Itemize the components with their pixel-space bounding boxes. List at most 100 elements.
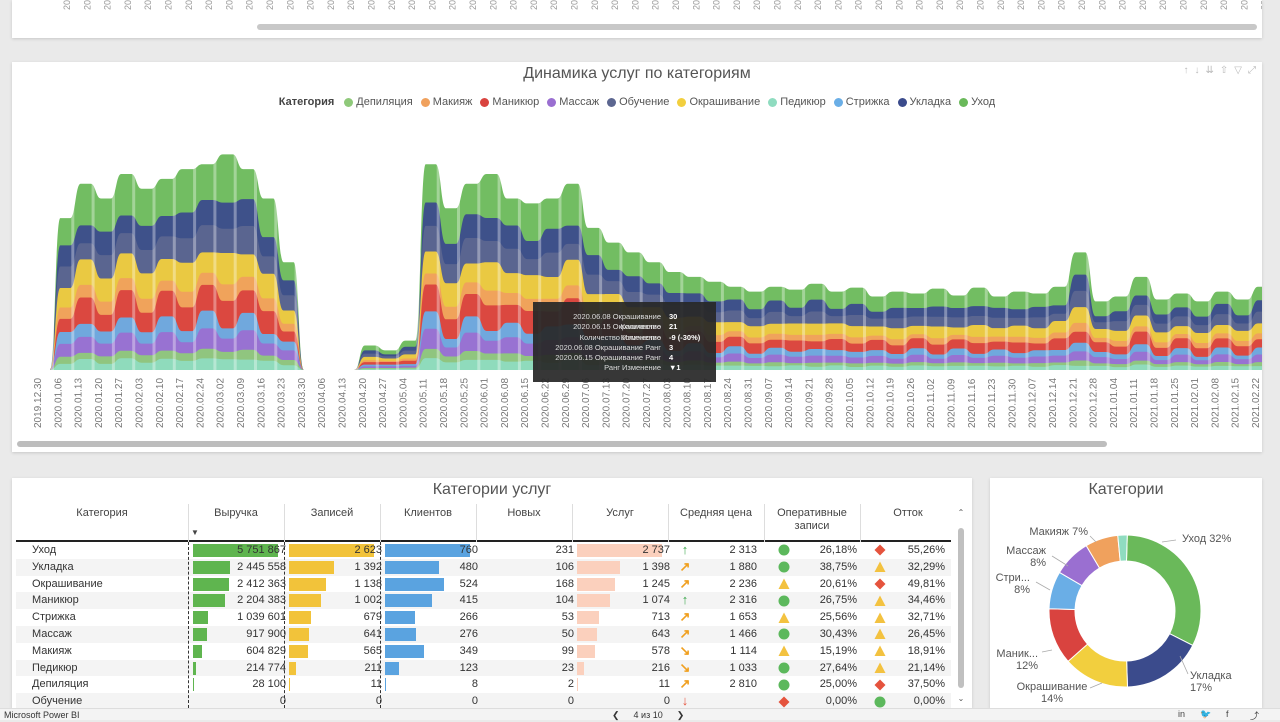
header-churn[interactable]: Отток bbox=[860, 504, 956, 540]
top-tick-label: 2020 bbox=[1036, 0, 1046, 10]
header-records[interactable]: Записей bbox=[284, 504, 380, 540]
new-clients-value: 23 bbox=[481, 660, 574, 677]
top-tick-label: 2020 bbox=[671, 0, 681, 10]
top-horizontal-scrollbar[interactable] bbox=[257, 24, 1257, 30]
x-tick-label: 2020.12.21 bbox=[1068, 378, 1079, 428]
top-tick-label: 2020 bbox=[306, 0, 316, 10]
facebook-icon[interactable]: f bbox=[1226, 709, 1229, 719]
drill-up-icon[interactable]: ↑ bbox=[1184, 65, 1189, 76]
table-vertical-scrollbar[interactable]: ⌃ ⌄ bbox=[956, 508, 966, 708]
legend-item[interactable]: Депиляция bbox=[344, 96, 412, 108]
stripe-gap bbox=[721, 122, 724, 370]
tooltip-value: -9 (-30%) bbox=[669, 333, 700, 343]
header-category[interactable]: Категория bbox=[16, 504, 188, 540]
top-tick-label: 2020 bbox=[164, 0, 174, 10]
drill-mode-icon[interactable]: ⇧ bbox=[1220, 65, 1228, 76]
services-value: 1 245 bbox=[577, 576, 670, 593]
prev-page-button[interactable]: ❮ bbox=[612, 710, 620, 721]
chart-horizontal-scrollbar[interactable] bbox=[17, 441, 1107, 447]
top-tick-label: 2020 bbox=[610, 0, 620, 10]
x-tick-label: 2020.07.13 bbox=[601, 378, 612, 428]
filter-icon[interactable]: ▽ bbox=[1234, 65, 1242, 76]
services-value: 1 398 bbox=[577, 559, 670, 576]
legend-item[interactable]: Макияж bbox=[421, 96, 473, 108]
column-divider bbox=[380, 542, 381, 708]
top-tick-label: 2020 bbox=[265, 0, 275, 10]
clients-value: 0 bbox=[385, 693, 478, 708]
header-avg-price[interactable]: Средняя цена bbox=[668, 504, 764, 540]
header-services[interactable]: Услуг bbox=[572, 504, 668, 540]
top-tick-label: 2020 bbox=[874, 0, 884, 10]
legend-item[interactable]: Стрижка bbox=[834, 96, 890, 108]
x-tick-label: 2020.05.18 bbox=[439, 378, 450, 428]
records-value: 565 bbox=[289, 643, 382, 660]
new-clients-value: 2 bbox=[481, 676, 574, 693]
scroll-down-icon[interactable]: ⌄ bbox=[956, 694, 966, 703]
header-divider bbox=[572, 504, 573, 542]
sort-desc-icon[interactable]: ▼ bbox=[188, 526, 202, 538]
linkedin-icon[interactable]: in bbox=[1178, 709, 1185, 719]
x-tick-label: 2020.01.06 bbox=[53, 378, 64, 428]
donut-label: Уход 32% bbox=[1182, 533, 1231, 545]
donut-slice-Уход[interactable] bbox=[1126, 535, 1201, 645]
legend-item[interactable]: Маникюр bbox=[480, 96, 539, 108]
header-revenue[interactable]: Выручка bbox=[188, 504, 284, 540]
legend-dot-icon bbox=[421, 98, 430, 107]
legend-item[interactable]: Укладка bbox=[898, 96, 952, 108]
stripe-gap bbox=[1107, 122, 1110, 370]
scroll-thumb[interactable] bbox=[958, 528, 964, 688]
scroll-up-icon[interactable]: ⌃ bbox=[956, 508, 966, 517]
legend-label: Макияж bbox=[433, 96, 473, 108]
header-clients[interactable]: Клиентов bbox=[380, 504, 476, 540]
legend-item[interactable]: Окрашивание bbox=[677, 96, 760, 108]
top-tick-label: 2020 bbox=[427, 0, 437, 10]
drill-down-icon[interactable]: ↓ bbox=[1195, 65, 1200, 76]
x-tick-label: 2020.05.11 bbox=[419, 378, 430, 428]
expand-all-icon[interactable]: ⇊ bbox=[1206, 65, 1214, 76]
top-tick-label: 2020 bbox=[813, 0, 823, 10]
stripe-gap bbox=[213, 122, 216, 370]
stripe-gap bbox=[1249, 122, 1252, 370]
next-page-button[interactable]: ❯ bbox=[677, 710, 685, 721]
legend-dot-icon bbox=[607, 98, 616, 107]
header-new[interactable]: Новых bbox=[476, 504, 572, 540]
category-name: Массаж bbox=[32, 626, 182, 643]
tooltip-row: Ранг Изменение▼1 bbox=[539, 363, 710, 373]
stripe-gap bbox=[1086, 122, 1089, 370]
stripe-gap bbox=[51, 122, 54, 370]
share-icon[interactable]: ⤴ bbox=[1250, 709, 1259, 722]
services-value: 2 737 bbox=[577, 542, 670, 559]
x-tick-label: 2020.09.21 bbox=[804, 378, 815, 428]
legend-item[interactable]: Уход bbox=[959, 96, 995, 108]
top-tick-label: 2020 bbox=[935, 0, 945, 10]
header-operative[interactable]: Оперативные записи bbox=[764, 504, 860, 540]
focus-mode-icon[interactable]: ⤢ bbox=[1248, 65, 1256, 76]
top-tick-label: 2020 bbox=[407, 0, 417, 10]
legend-item[interactable]: Массаж bbox=[547, 96, 599, 108]
legend-item[interactable]: Обучение bbox=[607, 96, 669, 108]
avg-price-value: 2 316 bbox=[673, 592, 757, 609]
records-value: 11 bbox=[289, 676, 382, 693]
legend-item[interactable]: Педикюр bbox=[768, 96, 826, 108]
x-tick-label: 2020.12.14 bbox=[1048, 378, 1059, 428]
revenue-value: 1 039 601 bbox=[193, 609, 286, 626]
x-tick-label: 2020.11.16 bbox=[967, 378, 978, 428]
chart-title: Динамика услуг по категориям bbox=[12, 65, 1262, 83]
donut-slice-Укладка[interactable] bbox=[1127, 634, 1193, 687]
top-tick-label: 2020 bbox=[448, 0, 458, 10]
donut-leader-line bbox=[1162, 540, 1176, 542]
twitter-icon[interactable]: 🐦 bbox=[1200, 709, 1211, 720]
